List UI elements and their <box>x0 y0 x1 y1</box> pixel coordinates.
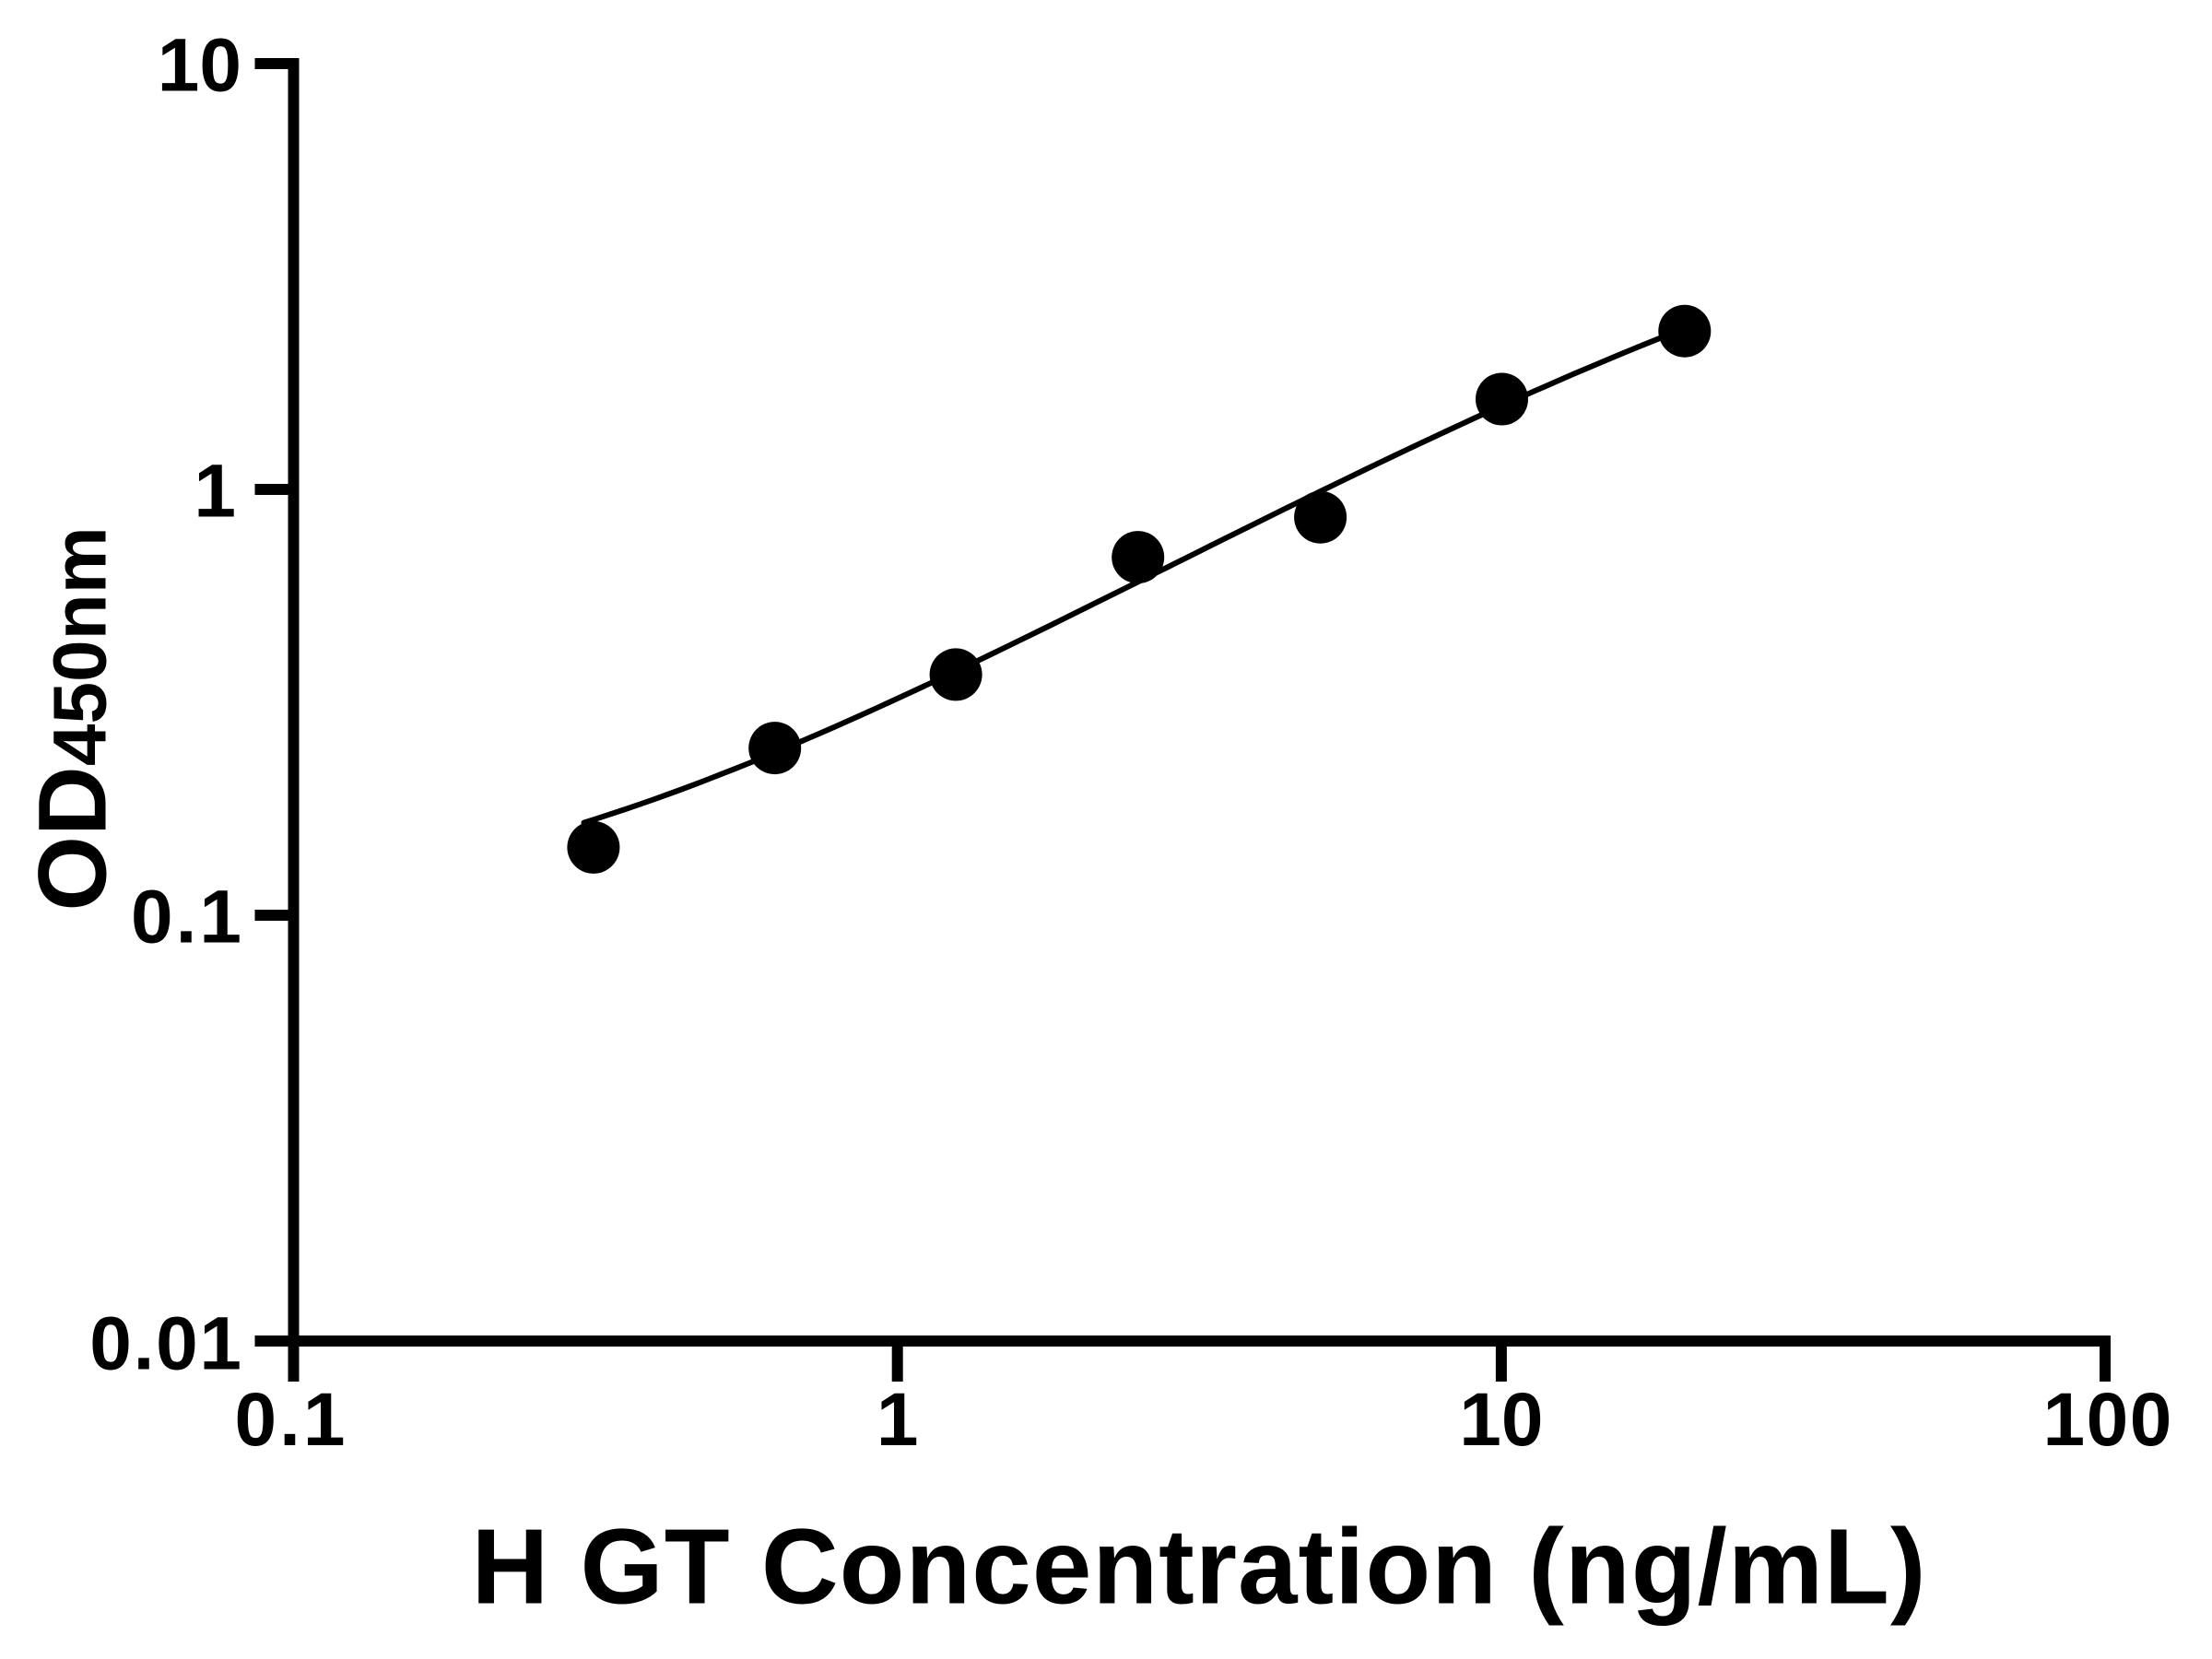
svg-text:H GT Concentration (ng/mL): H GT Concentration (ng/mL) <box>472 1506 1927 1626</box>
svg-text:0.01: 0.01 <box>89 1302 242 1386</box>
svg-text:100: 100 <box>2043 1378 2173 1462</box>
svg-text:0.1: 0.1 <box>235 1378 348 1462</box>
svg-text:0.1: 0.1 <box>131 876 244 959</box>
svg-text:1: 1 <box>194 450 236 534</box>
svg-text:10: 10 <box>1459 1378 1543 1462</box>
svg-text:1: 1 <box>877 1378 919 1462</box>
svg-text:10: 10 <box>158 24 241 108</box>
svg-text:OD450nm: OD450nm <box>19 526 127 911</box>
